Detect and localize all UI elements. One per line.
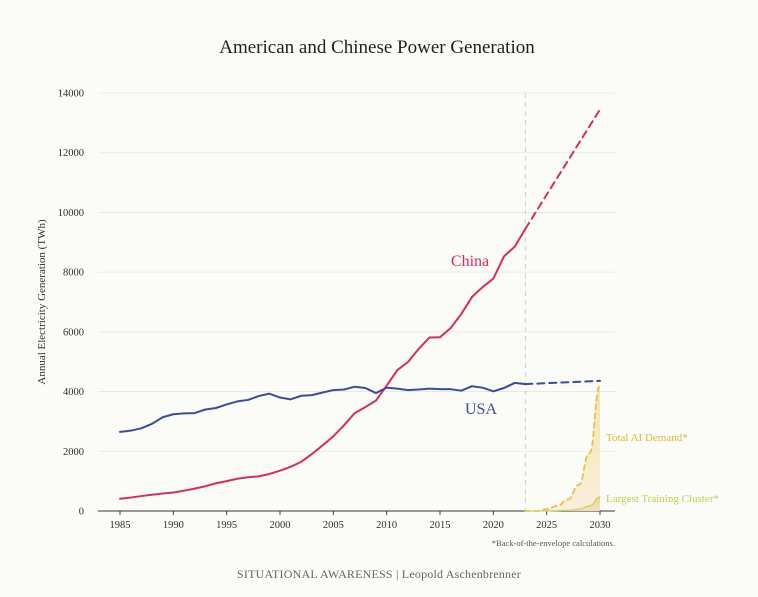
y-tick-label: 4000 [63, 387, 84, 398]
y-tick-label: 10000 [58, 208, 84, 219]
largest-training-cluster-line [524, 496, 601, 512]
y-tick-label: 14000 [58, 89, 84, 100]
x-tick-label: 1995 [216, 520, 237, 531]
y-tick-label: 8000 [63, 268, 84, 279]
usa-line [119, 381, 527, 433]
y-tick-label: 2000 [63, 447, 84, 458]
total-ai-demand-area [525, 385, 600, 511]
china-projection-line [524, 108, 601, 230]
china-line [119, 227, 527, 500]
series-lines [119, 108, 601, 500]
chart-title: American and Chinese Power Generation [219, 37, 535, 58]
y-tick-label: 0 [79, 507, 84, 518]
x-tick-label: 2030 [590, 520, 611, 531]
x-tick-label: 1985 [110, 520, 131, 531]
x-tick-label: 2000 [270, 520, 291, 531]
usa-projection-line [524, 379, 601, 386]
china-label: China [451, 253, 489, 270]
x-tick-label: 2020 [483, 520, 504, 531]
largest-training-cluster-label: Largest Training Cluster* [606, 493, 719, 505]
x-tick-label: 2010 [376, 520, 397, 531]
largest-training-cluster-area [525, 496, 600, 511]
y-tick-label: 6000 [63, 327, 84, 338]
x-tick-label: 2025 [536, 520, 557, 531]
x-tick-label: 1990 [163, 520, 184, 531]
ai-demand-areas [524, 384, 601, 512]
x-tick-label: 2015 [430, 520, 451, 531]
y-tick-label: 12000 [58, 148, 84, 159]
gridlines [98, 92, 615, 452]
axes: 0 2000 4000 6000 8000 10000 12000 14000 1985 1990… [58, 89, 615, 531]
total-ai-demand-label: Total AI Demand* [606, 432, 688, 444]
source-credit: SITUATIONAL AWARENESS | Leopold Aschenbr… [237, 567, 521, 581]
x-tick-label: 2005 [323, 520, 344, 531]
y-axis-label: Annual Electricity Generation (TWh) [36, 219, 48, 385]
chart-footnote: *Back-of-the-envelope calculations. [492, 538, 615, 548]
usa-label: USA [465, 401, 497, 418]
